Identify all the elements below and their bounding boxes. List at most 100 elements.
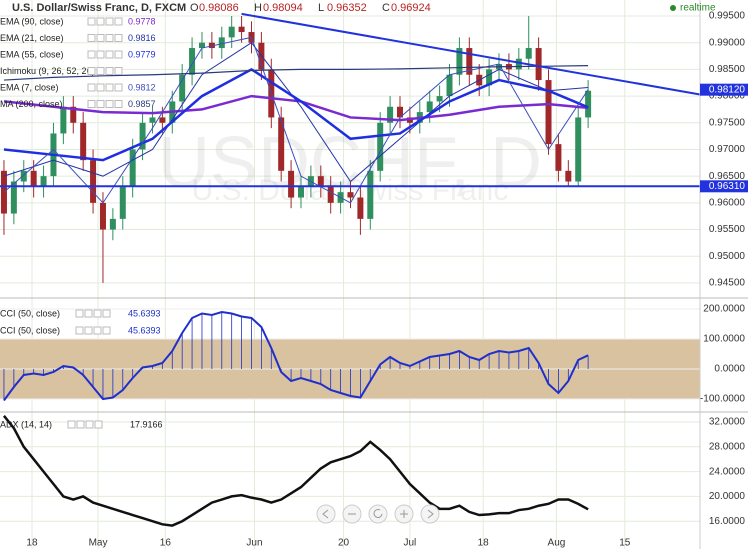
candle-body — [535, 48, 542, 81]
candle-body — [30, 170, 37, 187]
candle-body — [159, 117, 166, 123]
candle-body — [387, 106, 394, 123]
ohlc-label: O — [190, 2, 199, 14]
legend-icon — [96, 100, 105, 108]
x-tick-label: May — [89, 538, 108, 549]
legend-icon — [75, 326, 84, 335]
candle-body — [70, 106, 77, 123]
candle-body — [228, 26, 235, 38]
legend-icon — [102, 309, 111, 318]
legend-icon — [105, 34, 114, 42]
legend-icon — [114, 67, 123, 75]
y-tick-label: 0.94500 — [709, 278, 746, 289]
candle-body — [189, 48, 196, 75]
axis-marker-label: 0.96310 — [709, 181, 746, 192]
legend-value: 0.9816 — [128, 33, 156, 43]
y-tick-label: 0.97500 — [709, 117, 746, 128]
candle-body — [426, 101, 433, 113]
adx-line — [2, 415, 589, 527]
candle-body — [179, 74, 186, 102]
legend-icon — [96, 34, 105, 42]
candle-body — [357, 197, 364, 219]
legend-icon — [87, 34, 96, 42]
candle-body — [149, 117, 156, 123]
y-tick-label: 0.96000 — [709, 197, 746, 208]
legend-icon — [87, 100, 96, 108]
legend-icon — [114, 83, 123, 92]
scroll-left-button[interactable] — [316, 504, 336, 524]
y-tick-label: -100.0000 — [700, 394, 745, 405]
x-tick-label: Jun — [246, 538, 262, 549]
chart-title: U.S. Dollar/Swiss Franc, D, FXCM — [12, 2, 186, 14]
icon — [400, 510, 408, 518]
y-tick-label: 0.97000 — [709, 144, 746, 155]
y-tick-label: 0.96500 — [709, 171, 746, 182]
candle-body — [397, 106, 403, 118]
legend-icon — [87, 17, 96, 26]
status: realtime — [680, 3, 716, 14]
legend-value: 45.6393 — [128, 308, 161, 318]
candle-body — [377, 122, 384, 171]
legend-icon — [105, 17, 114, 26]
legend-icon — [87, 50, 96, 59]
legend-icon — [96, 83, 105, 92]
candle-body — [575, 117, 582, 182]
status-dot — [670, 5, 676, 11]
ohlc-label: C — [382, 2, 390, 14]
x-tick-label: 18 — [26, 538, 38, 549]
candle-body — [436, 96, 443, 102]
candle-body — [327, 186, 334, 203]
zoom-controls[interactable] — [316, 504, 440, 524]
reset-button[interactable] — [368, 504, 388, 524]
plot-layer — [0, 12, 701, 527]
legend-icon — [94, 420, 103, 429]
legend-icon — [102, 326, 111, 335]
candle-body — [10, 181, 17, 214]
y-tick-label: 28.0000 — [709, 441, 746, 452]
legend-icon — [114, 50, 123, 59]
ohlc-value: 0.98094 — [263, 2, 303, 14]
ohlc-label: L — [318, 2, 324, 14]
legend-name: ADX (14, 14) — [0, 419, 52, 429]
candle-body — [525, 48, 532, 59]
legend-icon — [75, 309, 84, 318]
candle-body — [80, 122, 87, 161]
legend-value: 0.9857 — [128, 99, 156, 109]
legend-icon — [96, 67, 105, 75]
legend-icon — [96, 17, 105, 26]
y-tick-label: 100.0000 — [703, 334, 745, 345]
candle-body — [486, 69, 493, 86]
x-tick-label: 16 — [160, 538, 172, 549]
candle-body — [278, 117, 285, 171]
ohlc-value: 0.96352 — [327, 2, 367, 14]
candle-body — [555, 144, 562, 171]
legend-icon — [93, 309, 102, 318]
candle-body — [317, 176, 324, 187]
axis-marker — [700, 83, 748, 96]
candle-body — [208, 42, 215, 49]
candle-body — [109, 218, 116, 230]
candle-body — [297, 186, 304, 198]
legend-value: 0.9778 — [128, 16, 156, 26]
scroll-right-button[interactable] — [420, 504, 440, 524]
legend-icon — [105, 83, 114, 92]
candle-body — [585, 90, 592, 118]
candle-body — [129, 149, 136, 187]
y-tick-label: 200.0000 — [703, 304, 745, 315]
icon — [322, 509, 329, 519]
grid-layer — [0, 0, 700, 549]
x-tick-label: Aug — [548, 538, 566, 549]
ohlc-value: 0.98086 — [199, 2, 239, 14]
legend-icon — [105, 100, 114, 108]
candle-body — [119, 186, 126, 219]
y-tick-label: 0.99000 — [709, 37, 746, 48]
candle-body — [238, 26, 245, 33]
cci-line — [3, 310, 589, 402]
candle-body — [515, 58, 522, 70]
legend-name: CCI (50, close) — [0, 325, 60, 335]
y-tick-label: 24.0000 — [709, 466, 746, 477]
y-tick-label: 0.0000 — [714, 364, 745, 375]
candle-body — [565, 170, 572, 182]
legend-icon — [105, 50, 114, 59]
